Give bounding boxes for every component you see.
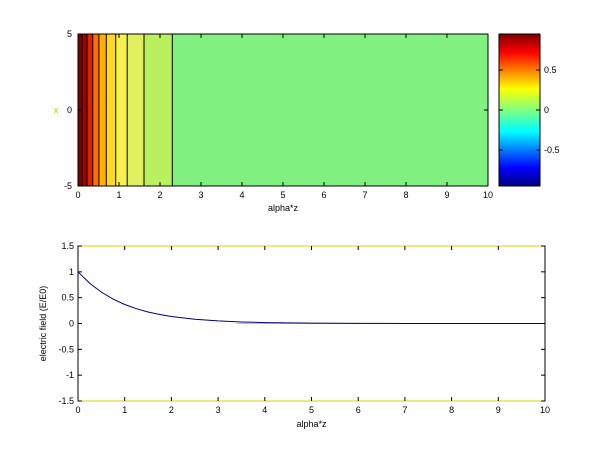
- contour-band-8: [144, 34, 173, 186]
- line-x-tick-label: 8: [449, 405, 454, 415]
- heatmap-x-tick-label: 9: [444, 190, 449, 200]
- line-y-tick-label: -0.5: [58, 344, 74, 354]
- heatmap-x-tick-label: 3: [198, 190, 203, 200]
- colorbar-tick-label: 0: [544, 105, 549, 115]
- heatmap-y-label: x: [54, 105, 59, 115]
- heatmap-x-tick-label: 2: [157, 190, 162, 200]
- colorbar-gradient: [498, 33, 541, 187]
- contour-band-6: [115, 34, 128, 186]
- line-y-tick-label: -1: [66, 370, 74, 380]
- line-axes: 0 1 2 3 4 5 6 7 8 9 10 1.510.50-0.5-1-1.5 alpha*z …: [38, 241, 550, 429]
- line-x-tick-label: 1: [122, 405, 127, 415]
- heatmap-x-ticks: 0 1 2 3 4 5 6 7 8 9 10: [75, 34, 493, 200]
- contour-band-2: [87, 34, 93, 186]
- line-x-tick-label: 7: [402, 405, 407, 415]
- colorbar: 0.5 0 -0.5: [498, 33, 560, 187]
- line-y-ticks: 1.5 1 0.5 0 -0.5 -1 -1.5: [58, 241, 545, 406]
- heatmap-x-tick-label: 10: [483, 190, 493, 200]
- heatmap-x-label: alpha*z: [268, 203, 299, 213]
- heatmap-x-tick-label: 5: [280, 190, 285, 200]
- line-y-tick-label: 1: [69, 267, 74, 277]
- heatmap-y-tick-label: 0: [67, 105, 72, 115]
- colorbar-tick-label: -0.5: [544, 145, 560, 155]
- heatmap-x-tick-label: 4: [239, 190, 244, 200]
- heatmap-x-tick-label: 0: [75, 190, 80, 200]
- colorbar-ticks: 0.5 0 -0.5: [499, 65, 560, 155]
- line-x-tick-label: 4: [262, 405, 267, 415]
- heatmap-axes: 0 1 2 3 4 5 6 7 8 9 10 -505 alpha*z x: [54, 29, 493, 213]
- line-x-tick-label: 5: [309, 405, 314, 415]
- line-y-tick-label: 0.5: [61, 293, 74, 303]
- heatmap-x-tick-label: 6: [321, 190, 326, 200]
- line-x-tick-label: 0: [75, 405, 80, 415]
- line-x-ticks: 0 1 2 3 4 5 6 7 8 9 10: [75, 246, 550, 415]
- contour-band-7: [127, 34, 145, 186]
- heatmap-y-tick-label: -5: [64, 181, 72, 191]
- contour-band-4: [98, 34, 107, 186]
- line-x-tick-label: 9: [496, 405, 501, 415]
- contour-band-3: [92, 34, 99, 186]
- line-x-tick-label: 2: [169, 405, 174, 415]
- heatmap-x-tick-label: 8: [403, 190, 408, 200]
- contour-bands: [78, 34, 489, 186]
- line-x-tick-label: 3: [216, 405, 221, 415]
- line-y-tick-label: 0: [69, 319, 74, 329]
- heatmap-x-tick-label: 7: [362, 190, 367, 200]
- heatmap-y-tick-label: 5: [67, 29, 72, 39]
- heatmap-y-ticks: -5 0 5: [64, 29, 488, 191]
- line-x-tick-label: 6: [356, 405, 361, 415]
- contour-band-5: [106, 34, 116, 186]
- line-y-label: electric field (E/E0): [38, 286, 48, 362]
- contour-band-9: [172, 34, 489, 186]
- colorbar-tick-label: 0.5: [544, 65, 557, 75]
- contour-band-1: [82, 34, 88, 186]
- heatmap-x-tick-label: 1: [116, 190, 121, 200]
- line-y-tick-label: 1.5: [61, 241, 74, 251]
- line-y-tick-label: -1.5: [58, 396, 74, 406]
- line-x-label: alpha*z: [296, 419, 327, 429]
- series-line-field: [77, 271, 545, 324]
- line-x-tick-label: 10: [540, 405, 550, 415]
